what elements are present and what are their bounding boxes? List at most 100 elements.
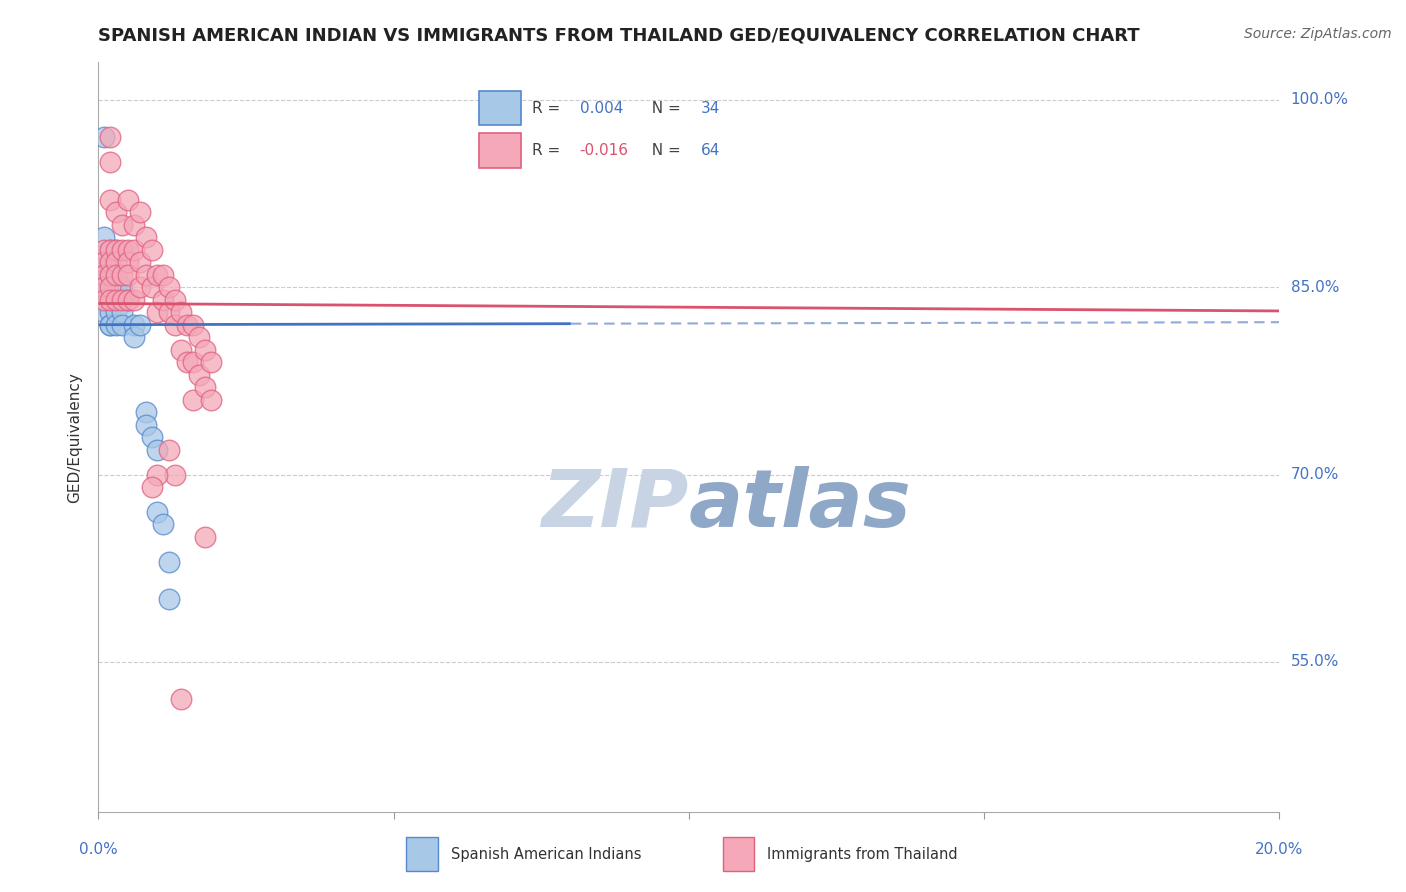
Point: [105, 293, 128, 307]
Point: [111, 318, 134, 332]
Point: [122, 318, 145, 332]
Point: [93, 268, 115, 282]
Point: [93, 255, 115, 269]
Point: [135, 268, 157, 282]
Point: [187, 330, 209, 344]
Point: [117, 193, 139, 207]
Point: [111, 305, 134, 319]
Point: [141, 280, 163, 294]
Point: [93, 280, 115, 294]
Point: [165, 318, 187, 332]
Point: [170, 343, 193, 357]
Point: [122, 243, 145, 257]
Point: [165, 467, 187, 482]
Point: [146, 505, 169, 519]
Point: [98, 280, 121, 294]
Point: [93, 243, 115, 257]
Point: [105, 268, 128, 282]
Point: [98, 293, 121, 307]
Point: [93, 268, 115, 282]
Point: [157, 592, 180, 607]
Point: [170, 305, 193, 319]
Point: [117, 268, 139, 282]
Point: [157, 442, 180, 457]
Point: [111, 243, 134, 257]
Point: [152, 293, 174, 307]
Point: [194, 530, 217, 544]
Point: [93, 255, 115, 269]
Point: [111, 268, 134, 282]
Point: [176, 355, 198, 369]
Point: [98, 293, 121, 307]
Point: [135, 405, 157, 419]
Point: [165, 293, 187, 307]
Point: [111, 280, 134, 294]
Text: 70.0%: 70.0%: [1291, 467, 1339, 482]
Point: [111, 293, 134, 307]
Point: [98, 193, 121, 207]
Text: Source: ZipAtlas.com: Source: ZipAtlas.com: [1244, 27, 1392, 41]
Point: [194, 343, 217, 357]
Point: [98, 318, 121, 332]
Point: [122, 218, 145, 232]
Point: [135, 417, 157, 432]
Text: 0.0%: 0.0%: [79, 842, 118, 857]
Point: [181, 318, 204, 332]
Point: [105, 318, 128, 332]
Point: [93, 280, 115, 294]
Point: [105, 205, 128, 219]
Point: [170, 692, 193, 706]
Point: [128, 318, 150, 332]
Point: [141, 430, 163, 444]
FancyBboxPatch shape: [406, 837, 439, 871]
Point: [98, 255, 121, 269]
Point: [105, 268, 128, 282]
Point: [117, 255, 139, 269]
Point: [146, 467, 169, 482]
Point: [157, 280, 180, 294]
Point: [98, 318, 121, 332]
Point: [141, 243, 163, 257]
FancyBboxPatch shape: [723, 837, 754, 871]
Text: 85.0%: 85.0%: [1291, 280, 1339, 294]
Point: [93, 130, 115, 145]
Point: [105, 255, 128, 269]
Text: Spanish American Indians: Spanish American Indians: [451, 847, 641, 862]
Point: [200, 392, 222, 407]
Text: 20.0%: 20.0%: [1256, 842, 1303, 857]
Text: atlas: atlas: [689, 466, 911, 543]
Text: 100.0%: 100.0%: [1291, 93, 1348, 107]
Point: [117, 293, 139, 307]
Point: [152, 517, 174, 532]
Point: [128, 255, 150, 269]
Point: [128, 280, 150, 294]
Point: [181, 355, 204, 369]
Point: [93, 293, 115, 307]
Point: [181, 392, 204, 407]
Point: [135, 230, 157, 244]
Point: [98, 268, 121, 282]
Point: [122, 293, 145, 307]
Point: [105, 293, 128, 307]
Point: [111, 218, 134, 232]
Point: [146, 268, 169, 282]
Point: [152, 268, 174, 282]
Point: [200, 355, 222, 369]
Point: [98, 243, 121, 257]
Point: [105, 280, 128, 294]
Point: [117, 293, 139, 307]
Point: [176, 318, 198, 332]
Text: 55.0%: 55.0%: [1291, 655, 1339, 669]
Point: [98, 243, 121, 257]
Point: [157, 555, 180, 569]
Point: [146, 305, 169, 319]
Point: [122, 330, 145, 344]
Point: [105, 243, 128, 257]
Point: [187, 368, 209, 382]
Point: [93, 305, 115, 319]
Y-axis label: GED/Equivalency: GED/Equivalency: [66, 372, 82, 502]
Text: ZIP: ZIP: [541, 466, 689, 543]
Point: [141, 480, 163, 494]
Point: [128, 205, 150, 219]
Point: [98, 130, 121, 145]
